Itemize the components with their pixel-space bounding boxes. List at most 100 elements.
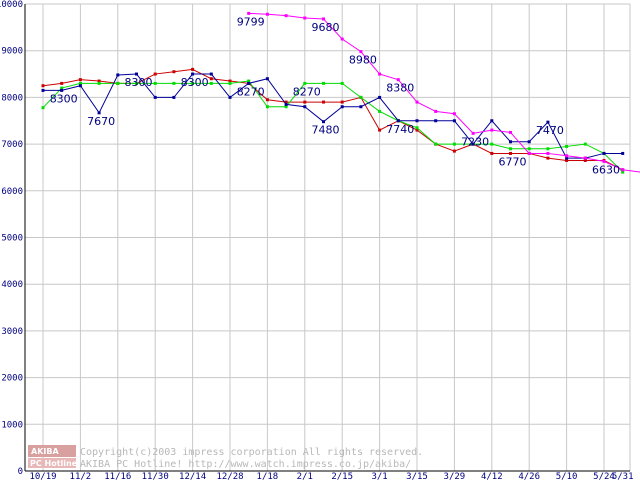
series-1-point [452, 142, 456, 146]
series-2-point [471, 142, 475, 146]
series-1-point [434, 142, 438, 146]
data-label: 8270 [293, 85, 321, 98]
series-2-point [359, 105, 363, 109]
y-tick-label: 6000 [1, 187, 23, 197]
series-2-point [527, 140, 531, 144]
x-tick-label: 11/2 [70, 472, 92, 480]
data-label: 7670 [87, 115, 115, 128]
data-label: 8380 [386, 82, 414, 95]
akiba-logo-top-text: AKIBA [31, 447, 59, 456]
x-tick-label: 3/29 [444, 472, 466, 480]
series-0-point [209, 77, 213, 81]
x-tick-label: 5/31 [612, 472, 634, 480]
y-tick-label: 3000 [1, 327, 23, 337]
series-2-point [621, 151, 625, 155]
x-tick-label: 11/30 [142, 472, 169, 480]
series-3-point [434, 109, 438, 113]
series-0-point [41, 84, 45, 88]
data-label: 6630 [592, 163, 620, 176]
series-1-point [265, 105, 269, 109]
x-tick-label: 5/24 [593, 472, 615, 480]
grid [25, 3, 631, 472]
series-line-2 [43, 73, 623, 159]
series-2-point [546, 120, 550, 124]
series-2-point [41, 88, 45, 92]
series-1-point [153, 81, 157, 85]
series-1-point [340, 81, 344, 85]
series-3-point [322, 17, 325, 21]
series-1-point [247, 79, 251, 83]
series-1-point [135, 81, 138, 85]
series-3-point [396, 78, 400, 82]
series-1-point [621, 170, 625, 174]
x-tick-label: 3/1 [371, 472, 387, 480]
y-tick-label: 7000 [1, 140, 23, 150]
data-label: 7470 [536, 124, 564, 137]
data-label: 8270 [237, 85, 265, 98]
x-tick-label: 3/15 [406, 472, 428, 480]
series-2-point [60, 88, 64, 92]
series-1-point [303, 81, 307, 85]
series-2-point [228, 95, 232, 99]
series-0-point [60, 81, 64, 85]
data-label: 7480 [312, 124, 340, 137]
y-tick-label: 10000 [0, 0, 23, 10]
series-2-point [247, 81, 251, 85]
data-label: 9680 [312, 21, 340, 34]
series-0-point [153, 72, 157, 76]
series-2-point [415, 119, 419, 123]
series-1-point [191, 81, 195, 85]
x-tick-label: 12/28 [216, 472, 243, 480]
series-2-point [434, 119, 438, 123]
x-tick-label: 11/16 [104, 472, 131, 480]
series-0-point [172, 70, 176, 74]
series-3-point [303, 16, 307, 20]
series-2-point [153, 95, 157, 99]
series-1-point [509, 147, 512, 151]
series-1-point [359, 95, 363, 99]
series-3-point [490, 128, 494, 132]
series-1-point [527, 147, 531, 151]
x-tick-label: 1/18 [257, 472, 279, 480]
series-3-point [284, 14, 288, 18]
series-3-point [471, 131, 475, 135]
series-2-point [602, 151, 606, 155]
series-2-point [303, 105, 307, 109]
series-3-point [546, 151, 550, 155]
copyright-text: Copyright(c)2003 impress corporation All… [80, 447, 423, 458]
series-0-point [583, 158, 587, 162]
series-2-point [565, 156, 569, 160]
series-1-point [546, 147, 550, 151]
watermark: AKIBA PC Hotline! Copyright(c)2003 impre… [28, 445, 423, 470]
data-label: 8300 [50, 92, 78, 105]
series-2-point [284, 102, 288, 106]
data-label: 8300 [181, 76, 209, 89]
y-tick-label: 5000 [1, 234, 23, 244]
series-1-point [116, 81, 120, 85]
series-0-point [340, 100, 344, 104]
series-group [41, 11, 640, 174]
series-1-point [490, 142, 494, 146]
series-0-point [546, 156, 550, 160]
series-2-point [340, 105, 344, 109]
series-0-point [97, 79, 101, 83]
series-2-point [265, 77, 269, 81]
series-1-point [322, 81, 325, 85]
series-0-point [322, 100, 325, 104]
series-2-point [172, 95, 176, 99]
series-3-point [602, 159, 606, 163]
y-tick-label: 8000 [1, 93, 23, 103]
series-0-point [191, 67, 195, 71]
data-label: 8300 [125, 76, 153, 89]
series-3-point [415, 100, 419, 104]
y-tick-label: 4000 [1, 280, 23, 290]
series-1-point [583, 142, 587, 146]
series-1-point [41, 106, 45, 110]
series-3-point [340, 37, 344, 41]
x-tick-label: 2/15 [331, 472, 353, 480]
series-2-point [396, 119, 400, 123]
data-label: 9799 [237, 15, 265, 28]
series-2-point [209, 72, 213, 76]
x-tick-label: 10/19 [29, 472, 56, 480]
series-2-point [378, 95, 382, 99]
